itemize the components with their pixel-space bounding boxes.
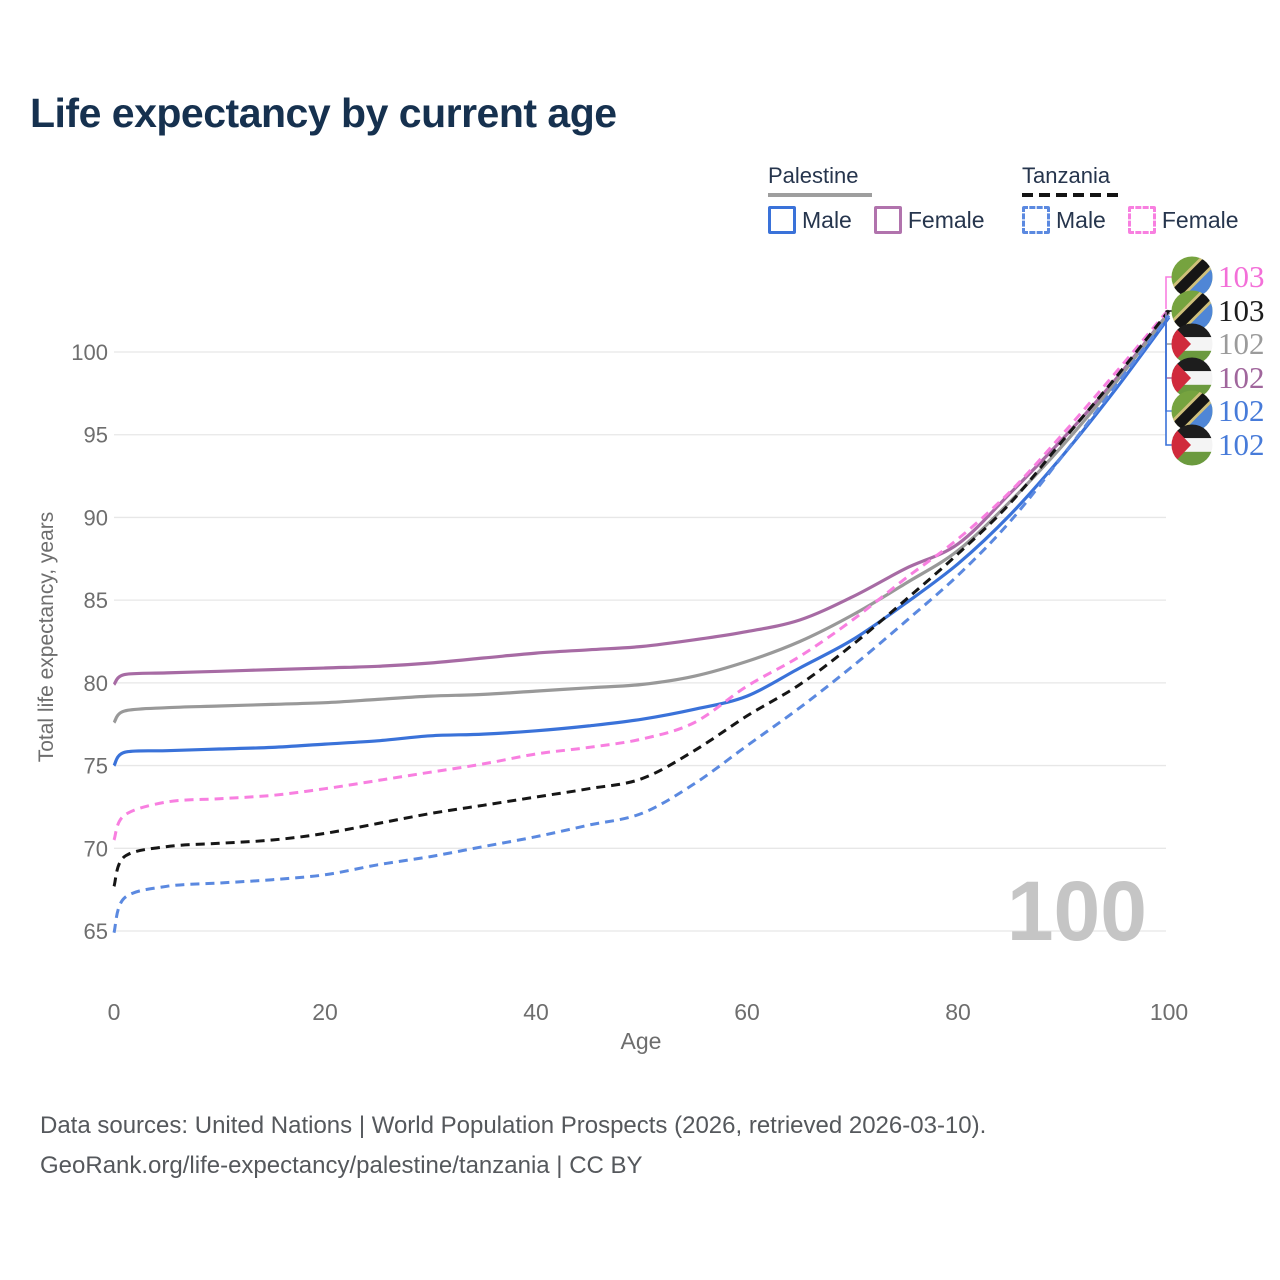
end-value-label: 102: [1218, 326, 1265, 361]
data-sources-line: Data sources: United Nations | World Pop…: [40, 1112, 987, 1139]
end-label-leader-line: [1165, 317, 1172, 446]
legend-underline-dashed: [1022, 193, 1122, 197]
series-line-tanzania-male: [112, 314, 1171, 934]
legend-underline-solid: [768, 193, 872, 197]
tanzania-flag-icon: [1171, 390, 1213, 432]
legend-item-label: Female: [907, 206, 985, 233]
y-tick-label: 70: [84, 836, 108, 861]
y-tick-label: 90: [84, 505, 108, 530]
series-line-palestine-male: [112, 316, 1171, 767]
legend-item-tanzania-male[interactable]: Male: [1022, 206, 1106, 234]
legend-group-palestine: Palestine Male Female: [768, 163, 1007, 234]
x-tick-label: 80: [945, 999, 971, 1025]
legend-item-label: Female: [1161, 206, 1239, 233]
x-tick-label: 20: [312, 999, 338, 1025]
y-tick-label: 95: [84, 423, 108, 448]
y-tick-label: 75: [84, 754, 108, 779]
y-tick-label: 100: [71, 340, 108, 365]
legend-swatch-dashed-female: [1127, 206, 1156, 234]
legend-swatch-solid-male: [768, 206, 796, 234]
end-value-label: 102: [1218, 393, 1265, 428]
palestine-flag-icon: [1171, 424, 1213, 466]
x-tick-label: 100: [1150, 999, 1188, 1025]
end-value-label: 102: [1218, 360, 1265, 395]
y-tick-label: 65: [84, 919, 108, 944]
legend-item-palestine-male[interactable]: Male: [768, 206, 852, 234]
chart-title: Life expectancy by current age: [30, 90, 617, 136]
x-tick-label: 0: [108, 999, 121, 1025]
legend-item-label: Male: [1056, 206, 1106, 233]
legend-group-tanzania: Tanzania Male Female: [1022, 163, 1261, 234]
attribution-line: GeoRank.org/life-expectancy/palestine/ta…: [40, 1152, 643, 1179]
y-axis-title: Total life expectancy, years: [35, 511, 58, 763]
series-line-palestine-female: [112, 311, 1171, 686]
tanzania-flag-icon: [1171, 256, 1213, 298]
end-label-leader-line: [1165, 315, 1172, 412]
legend-country-name: Tanzania: [1022, 163, 1111, 188]
x-axis-title: Age: [620, 1028, 662, 1054]
legend-item-tanzania-female[interactable]: Female: [1127, 206, 1239, 234]
legend-swatch-solid-female: [873, 206, 902, 234]
series-line-tanzania-female: [112, 308, 1171, 841]
end-value-label: 102: [1218, 427, 1265, 462]
legend-item-label: Male: [802, 206, 852, 233]
x-tick-label: 60: [734, 999, 760, 1025]
x-tick-label: 40: [523, 999, 549, 1025]
end-value-label: 103: [1218, 293, 1265, 328]
age-marker-watermark: 100: [1006, 864, 1147, 958]
y-tick-label: 80: [84, 671, 108, 696]
end-value-label: 103: [1218, 259, 1265, 294]
legend-swatch-dashed-male: [1022, 206, 1050, 234]
series-line-tanzania: [112, 309, 1171, 887]
legend-item-palestine-female[interactable]: Female: [873, 206, 985, 234]
end-label-leader-line: [1165, 276, 1172, 309]
legend-country-name: Palestine: [768, 163, 859, 188]
footer: Data sources: United Nations | World Pop…: [40, 1106, 986, 1186]
tanzania-flag-icon: [1171, 290, 1213, 332]
y-tick-label: 85: [84, 588, 108, 613]
